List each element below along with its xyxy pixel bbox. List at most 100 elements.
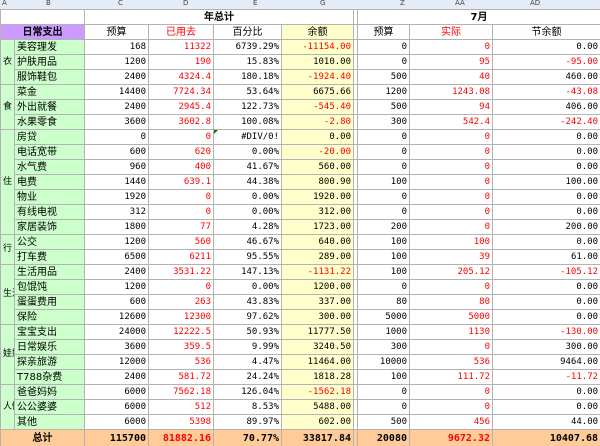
category-label[interactable]: 娃娱乐 xyxy=(0,324,15,385)
balance-cell[interactable]: 1723.00 xyxy=(281,219,354,235)
used-cell[interactable]: 2945.4 xyxy=(148,99,214,115)
balance-cell[interactable]: 1920.00 xyxy=(281,189,354,205)
month-actual-cell[interactable]: 536 xyxy=(409,354,493,370)
budget-cell[interactable]: 3600 xyxy=(84,339,149,355)
used-cell[interactable]: 7724.34 xyxy=(148,84,214,100)
item-name[interactable]: 生活用品 xyxy=(14,264,85,280)
percent-cell[interactable]: 53.64% xyxy=(213,84,282,100)
item-name[interactable]: 护肤用品 xyxy=(14,54,85,70)
balance-cell[interactable]: -20.00 xyxy=(281,144,354,160)
balance-cell[interactable]: -1131.22 xyxy=(281,264,354,280)
month-budget-cell[interactable]: 10000 xyxy=(357,354,410,370)
item-name[interactable]: 美容理发 xyxy=(14,39,85,55)
month-budget-cell[interactable]: 0 xyxy=(357,204,410,220)
budget-cell[interactable]: 2400 xyxy=(84,369,149,385)
month-saving-cell[interactable]: 9464.00 xyxy=(491,354,600,370)
month-saving-cell[interactable]: 460.00 xyxy=(491,69,600,85)
percent-cell[interactable]: 89.97% xyxy=(213,414,282,430)
budget-cell[interactable]: 24000 xyxy=(84,324,149,340)
month-budget-cell[interactable]: 0 xyxy=(357,384,410,400)
percent-cell[interactable]: 0.00% xyxy=(213,204,282,220)
month-saving-cell[interactable]: -95.00 xyxy=(491,54,600,70)
header-month-saving[interactable]: 节余额 xyxy=(491,24,600,40)
used-cell[interactable]: 0 xyxy=(148,189,214,205)
item-name[interactable]: 电话宽带 xyxy=(14,144,85,160)
month-budget-cell[interactable]: 100 xyxy=(357,249,410,265)
month-budget-cell[interactable]: 0 xyxy=(357,279,410,295)
balance-cell[interactable]: 3240.50 xyxy=(281,339,354,355)
category-label[interactable]: 食 xyxy=(0,84,15,130)
percent-cell[interactable]: 9.99% xyxy=(213,339,282,355)
balance-cell[interactable]: 6675.66 xyxy=(281,84,354,100)
total-month-budget[interactable]: 20080 xyxy=(357,429,410,446)
month-actual-cell[interactable]: 542.4 xyxy=(409,114,493,130)
budget-cell[interactable]: 12000 xyxy=(84,354,149,370)
percent-cell[interactable]: 0.00% xyxy=(213,144,282,160)
budget-cell[interactable]: 14400 xyxy=(84,84,149,100)
used-cell[interactable]: 12300 xyxy=(148,309,214,325)
month-budget-cell[interactable]: 0 xyxy=(357,159,410,175)
month-actual-cell[interactable]: 0 xyxy=(409,219,493,235)
month-saving-cell[interactable]: 406.00 xyxy=(491,99,600,115)
month-saving-cell[interactable]: 61.00 xyxy=(491,249,600,265)
month-budget-cell[interactable]: 0 xyxy=(357,399,410,415)
item-name[interactable]: 有线电视 xyxy=(14,204,85,220)
percent-cell[interactable]: 180.18% xyxy=(213,69,282,85)
balance-cell[interactable]: 640.00 xyxy=(281,234,354,250)
month-actual-cell[interactable]: 0 xyxy=(409,204,493,220)
balance-cell[interactable]: -1562.18 xyxy=(281,384,354,400)
budget-cell[interactable]: 1200 xyxy=(84,279,149,295)
used-cell[interactable]: 400 xyxy=(148,159,214,175)
budget-cell[interactable]: 1920 xyxy=(84,189,149,205)
month-budget-cell[interactable]: 0 xyxy=(357,39,410,55)
month-saving-cell[interactable]: 0.00 xyxy=(491,309,600,325)
month-actual-cell[interactable]: 0 xyxy=(409,174,493,190)
month-saving-cell[interactable]: -130.00 xyxy=(491,324,600,340)
month-saving-cell[interactable]: 0.00 xyxy=(491,129,600,145)
percent-cell[interactable]: 8.53% xyxy=(213,399,282,415)
month-saving-cell[interactable]: 0.00 xyxy=(491,144,600,160)
used-cell[interactable]: 12222.5 xyxy=(148,324,214,340)
item-name[interactable]: T788杂费 xyxy=(14,369,85,385)
total-used[interactable]: 81882.16 xyxy=(148,429,214,446)
col-letter[interactable]: A xyxy=(2,0,7,7)
item-name[interactable]: 公公婆婆 xyxy=(14,399,85,415)
budget-cell[interactable]: 312 xyxy=(84,204,149,220)
month-budget-cell[interactable]: 0 xyxy=(357,189,410,205)
col-letter[interactable]: D xyxy=(183,0,189,7)
used-cell[interactable]: 620 xyxy=(148,144,214,160)
month-actual-cell[interactable]: 0 xyxy=(409,189,493,205)
percent-cell[interactable]: 95.55% xyxy=(213,249,282,265)
balance-cell[interactable]: 602.00 xyxy=(281,414,354,430)
total-percent[interactable]: 70.77% xyxy=(213,429,282,446)
month-saving-cell[interactable]: 300.00 xyxy=(491,339,600,355)
item-name[interactable]: 公交 xyxy=(14,234,85,250)
balance-cell[interactable]: 1200.00 xyxy=(281,279,354,295)
budget-cell[interactable]: 3600 xyxy=(84,114,149,130)
header-month-budget[interactable]: 预算 xyxy=(357,24,410,40)
balance-cell[interactable]: -2.80 xyxy=(281,114,354,130)
used-cell[interactable]: 0 xyxy=(148,129,214,145)
month-saving-cell[interactable]: 200.00 xyxy=(491,219,600,235)
percent-cell[interactable]: #DIV/0! xyxy=(213,129,282,145)
month-actual-cell[interactable]: 0 xyxy=(409,339,493,355)
item-name[interactable]: 家居装饰 xyxy=(14,219,85,235)
month-budget-cell[interactable]: 100 xyxy=(357,174,410,190)
header-month-actual[interactable]: 实际 xyxy=(409,24,493,40)
budget-cell[interactable]: 0 xyxy=(84,129,149,145)
item-name[interactable]: 日常娱乐 xyxy=(14,339,85,355)
used-cell[interactable]: 512 xyxy=(148,399,214,415)
budget-cell[interactable]: 1800 xyxy=(84,219,149,235)
header-budget[interactable]: 预算 xyxy=(84,24,149,40)
month-budget-cell[interactable]: 0 xyxy=(357,54,410,70)
col-letter[interactable]: C xyxy=(118,0,123,7)
month-budget-cell[interactable]: 100 xyxy=(357,234,410,250)
total-month-actual[interactable]: 9672.32 xyxy=(409,429,493,446)
item-name[interactable]: 外出就餐 xyxy=(14,99,85,115)
budget-cell[interactable]: 1200 xyxy=(84,54,149,70)
item-name[interactable]: 宝宝支出 xyxy=(14,324,85,340)
budget-cell[interactable]: 12600 xyxy=(84,309,149,325)
used-cell[interactable]: 4324.4 xyxy=(148,69,214,85)
month-actual-cell[interactable]: 40 xyxy=(409,69,493,85)
balance-cell[interactable]: 337.00 xyxy=(281,294,354,310)
